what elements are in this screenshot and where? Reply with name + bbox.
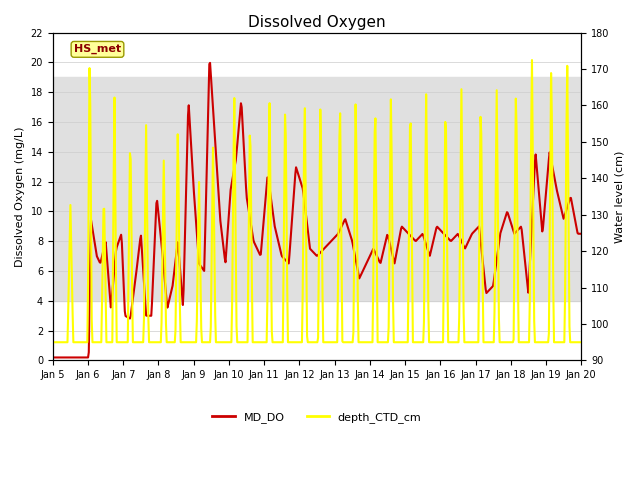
Y-axis label: Dissolved Oxygen (mg/L): Dissolved Oxygen (mg/L) [15,126,25,267]
Y-axis label: Water level (cm): Water level (cm) [615,150,625,243]
Text: HS_met: HS_met [74,44,121,55]
Title: Dissolved Oxygen: Dissolved Oxygen [248,15,386,30]
Legend: MD_DO, depth_CTD_cm: MD_DO, depth_CTD_cm [208,407,426,427]
Bar [52,77,581,301]
